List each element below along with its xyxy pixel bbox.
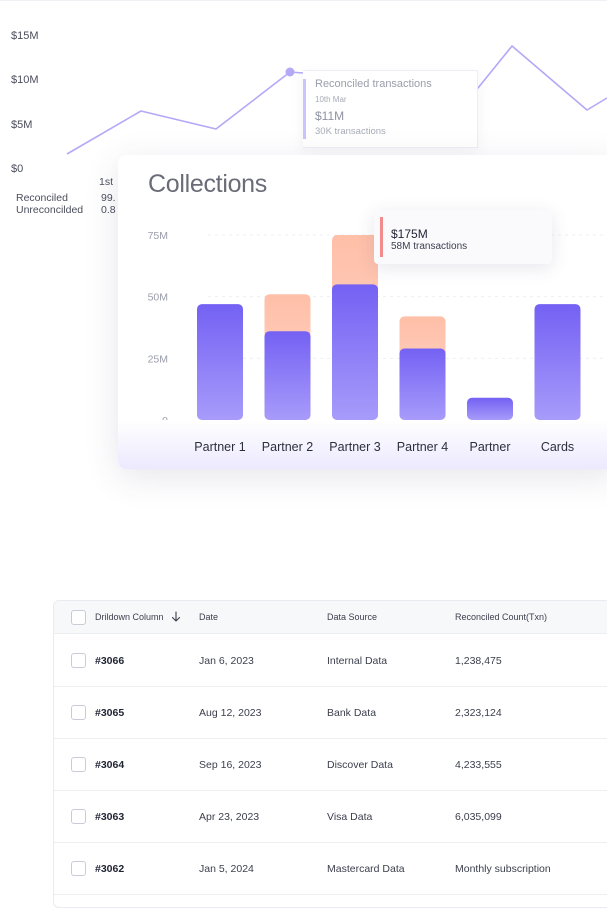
y-tick-label: 50M [148,292,168,304]
x-tick-label: Partner [470,440,511,454]
tooltip-amount: $175M [391,227,428,241]
table-row[interactable]: #3065 Aug 12, 2023 Bank Data 2,323,124 [54,686,607,739]
y-tick-label: $15M [11,30,39,42]
x-tick-label: Partner 3 [329,440,380,454]
bar-reconciled-partner-2[interactable] [264,331,311,420]
line-tooltip: Reconciled transactions 10th Mar $11M 30… [303,70,478,148]
legend-reconciled-value: 99. [101,192,116,204]
column-header-date[interactable]: Date [199,612,219,622]
row-checkbox[interactable] [71,757,86,772]
column-header-data-source[interactable]: Data Source [327,612,378,622]
bar-tooltip: $175M 58M transactions [374,210,552,264]
legend-unreconciled-value: 0.8 [101,204,116,216]
row-id[interactable]: #3062 [95,863,125,875]
bar-reconciled-partner-4[interactable] [399,348,446,420]
row-data-source: Discover Data [327,759,393,771]
row-reconciled-count: 2,323,124 [455,707,502,719]
table-row[interactable]: #3062 Jan 5, 2024 Mastercard Data Monthl… [54,842,607,895]
x-tick-label: Partner 1 [194,440,245,454]
tooltip-amount: $11M [315,109,345,123]
y-tick-label: $5M [11,119,33,131]
table-header: Drildown Column Date Data Source Reconci… [54,601,607,634]
x-tick-label: Cards [541,440,574,454]
reconciliation-table: Drildown Column Date Data Source Reconci… [53,600,607,908]
x-axis-band [118,420,607,469]
row-id[interactable]: #3065 [95,707,125,719]
row-date: Sep 16, 2023 [199,759,262,771]
x-tick-label: Partner 2 [262,440,313,454]
bar-reconciled-partner-3[interactable] [332,284,378,420]
collections-title: Collections [148,170,267,198]
tooltip-title: Reconciled transactions [315,78,432,90]
row-id[interactable]: #3064 [95,759,125,771]
tooltip-count: 30K transactions [315,126,386,137]
row-id[interactable]: #3063 [95,811,125,823]
bar-reconciled-partner-1[interactable] [197,304,243,420]
table-row[interactable]: #3066 Jan 6, 2023 Internal Data 1,238,47… [54,634,607,687]
row-data-source: Bank Data [327,707,377,719]
x-tick-label: 1st [99,176,114,188]
line-highlight-point[interactable] [285,67,295,77]
row-date: Jan 6, 2023 [199,655,254,667]
row-date: Jan 5, 2024 [199,863,254,875]
y-tick-label: $0 [11,163,24,175]
row-checkbox[interactable] [71,653,86,668]
row-reconciled-count: 4,233,555 [455,759,502,771]
y-tick-label: $10M [11,74,39,86]
row-date: Aug 12, 2023 [199,707,262,719]
row-data-source: Mastercard Data [327,863,405,875]
row-reconciled-count: 1,238,475 [455,655,502,667]
row-checkbox[interactable] [71,861,86,876]
select-all-checkbox[interactable] [71,610,86,625]
table-row[interactable]: #3063 Apr 23, 2023 Visa Data 6,035,099 [54,790,607,843]
tooltip-date: 10th Mar [315,95,347,104]
row-data-source: Internal Data [327,655,388,667]
tooltip-accent-bar [303,79,306,139]
tooltip-accent-bar [380,217,383,257]
legend-reconciled-label: Reconciled [16,192,68,204]
row-checkbox[interactable] [71,705,86,720]
row-id[interactable]: #3066 [95,655,125,667]
row-reconciled-count: 6,035,099 [455,811,502,823]
arrow-down-icon[interactable] [171,611,181,622]
bar-reconciled-cards[interactable] [534,304,581,420]
legend-unreconciled-label: Unreconcilded [16,204,84,216]
column-header-reconciled-count[interactable]: Reconciled Count(Txn) [455,612,548,622]
row-date: Apr 23, 2023 [199,811,260,823]
table-row[interactable]: #3064 Sep 16, 2023 Discover Data 4,233,5… [54,738,607,791]
row-data-source: Visa Data [327,811,373,823]
bar-reconciled-partner[interactable] [467,397,513,420]
x-tick-label: Partner 4 [397,440,448,454]
row-checkbox[interactable] [71,809,86,824]
column-header-drilldown[interactable]: Drildown Column [95,612,164,622]
tooltip-count: 58M transactions [391,241,468,252]
y-tick-label: 25M [148,353,168,365]
row-reconciled-count: Monthly subscription [455,863,551,875]
y-tick-label: 75M [148,230,168,242]
